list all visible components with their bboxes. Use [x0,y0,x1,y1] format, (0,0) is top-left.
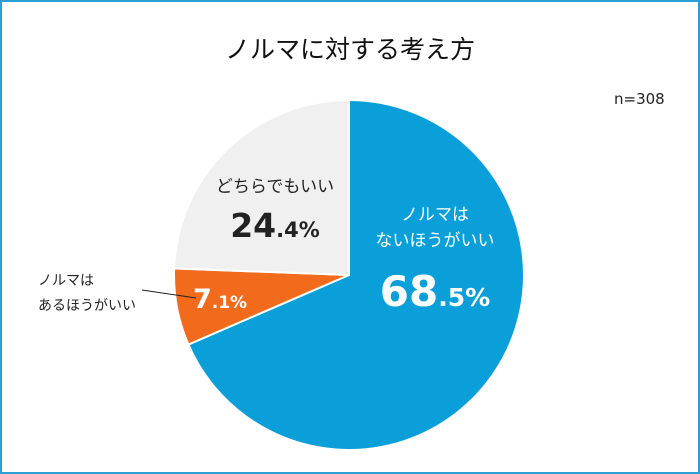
sample-size: n=308 [614,90,665,108]
slice-value-label: 24.4% [230,206,320,245]
slice-nai-hou-ga-ii [187,98,525,451]
slice-label: ノルマは [401,205,469,225]
slice-label: ノルマは [38,273,94,289]
slice-value-label: 68.5% [380,267,490,316]
chart-title: ノルマに対する考え方 [224,35,475,64]
slice-label: ないほうがいい [376,231,495,251]
slice-dochira-demo-ii [173,98,350,277]
slice-value-label: 7.1% [193,284,247,315]
slice-label: どちらでもいい [216,177,334,197]
slice-label: あるほうがいい [38,298,136,314]
leader-line [141,289,197,299]
